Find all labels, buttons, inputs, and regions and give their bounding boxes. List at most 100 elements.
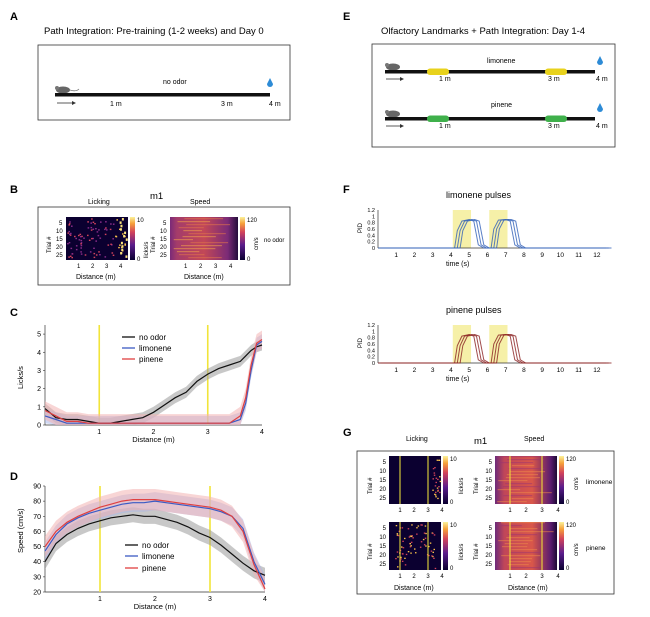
lick-mark xyxy=(115,235,117,237)
xtick: 4 xyxy=(556,574,560,580)
trial-tick: 25 xyxy=(56,253,63,259)
lick-mark xyxy=(410,541,413,543)
trial-tick: 10 xyxy=(485,535,492,541)
lick-mark xyxy=(420,541,423,543)
xtick: 4 xyxy=(440,508,444,514)
speed-streak xyxy=(504,543,528,545)
track-a xyxy=(55,93,270,97)
speed-streak xyxy=(501,555,541,557)
xtick-label: 4 xyxy=(260,429,264,436)
xtick: 3 xyxy=(540,574,544,580)
xtick-label: 2 xyxy=(153,596,157,603)
pulse-window xyxy=(452,325,472,363)
lick-mark xyxy=(435,491,437,493)
speed-streak xyxy=(503,495,533,497)
series-band xyxy=(45,489,265,592)
speed-streak xyxy=(498,462,534,464)
speed-streak xyxy=(509,552,545,554)
lick-mark xyxy=(104,233,107,236)
lick-mark xyxy=(68,223,71,225)
cbar-min: 0 xyxy=(450,566,454,572)
panel-label-c: C xyxy=(10,307,18,319)
lick-mark xyxy=(434,467,436,469)
xtick: 2 xyxy=(524,508,528,514)
lick-heatmap-g xyxy=(389,522,441,570)
lick-mark xyxy=(97,234,100,237)
ytick-label: 50 xyxy=(33,544,41,551)
panel-e-title: Olfactory Landmarks + Path Integration: … xyxy=(381,26,585,37)
xtick: 1 xyxy=(398,508,402,514)
lick-mark xyxy=(421,524,423,526)
ytick-label: 80 xyxy=(33,499,41,506)
track-limonene-label: limonene xyxy=(487,58,516,65)
water-drop-icon xyxy=(597,103,603,112)
lick-mark xyxy=(409,543,411,545)
lick-mark xyxy=(434,567,437,570)
trial-tick: 5 xyxy=(489,460,493,466)
lick-mark xyxy=(402,540,404,542)
lick-mark xyxy=(71,256,73,259)
y-axis-label: Licks/s xyxy=(16,366,25,389)
speed-streak xyxy=(506,474,539,476)
lick-mark xyxy=(124,243,126,245)
lick-mark xyxy=(122,233,124,235)
cbar-min: 0 xyxy=(566,566,570,572)
lick-mark xyxy=(121,218,124,221)
tick-e2-1m: 1 m xyxy=(439,123,451,130)
lick-mark xyxy=(439,480,442,483)
lick-mark xyxy=(395,558,397,560)
lick-mark xyxy=(410,545,412,547)
xtick: 4 xyxy=(229,264,233,270)
lick-mark xyxy=(91,218,93,220)
lick-mark xyxy=(424,525,427,527)
lick-mark xyxy=(68,224,70,226)
lick-mark xyxy=(402,547,405,549)
xtick: 7 xyxy=(504,252,508,259)
trial-tick: 25 xyxy=(379,496,386,502)
speed-streak xyxy=(500,522,546,524)
lick-mark xyxy=(401,527,404,529)
trial-tick: 15 xyxy=(379,544,386,550)
lick-mark xyxy=(95,240,97,242)
lick-mark xyxy=(69,255,72,257)
ytick: 1.2 xyxy=(367,208,375,214)
xtick: 6 xyxy=(486,367,490,374)
ytick: 1.2 xyxy=(367,323,375,329)
lick-mark xyxy=(434,485,437,487)
trial-tick: 25 xyxy=(485,496,492,502)
lick-mark xyxy=(419,546,422,548)
legend-entry: pinene xyxy=(139,355,164,364)
pid-trace xyxy=(383,333,612,364)
lick-mark xyxy=(433,472,436,474)
lick-mark xyxy=(431,555,433,557)
track-limonene: limonene 1 m 3 m 4 m xyxy=(385,56,608,83)
lick-mark xyxy=(112,238,114,240)
lick-mark xyxy=(95,228,97,230)
lick-mark xyxy=(438,486,440,488)
lick-mark xyxy=(70,247,73,250)
ytick-label: 4 xyxy=(37,350,41,357)
lick-mark xyxy=(89,251,92,253)
xtick: 4 xyxy=(449,367,453,374)
lick-mark xyxy=(430,550,433,552)
lick-mark xyxy=(92,228,95,230)
panel-label-f: F xyxy=(343,184,350,196)
lick-mark xyxy=(410,552,412,554)
xtick: 1 xyxy=(184,264,188,270)
cbar-label: licks/s xyxy=(459,478,465,494)
trial-tick: 25 xyxy=(379,562,386,568)
lick-mark xyxy=(396,551,399,553)
lick-mark xyxy=(433,557,435,559)
cbar-max: 120 xyxy=(566,457,577,463)
lick-mark xyxy=(109,228,112,231)
lick-mark xyxy=(75,248,78,251)
lick-mark xyxy=(68,242,71,244)
lick-mark xyxy=(401,553,404,555)
xtick: 2 xyxy=(413,367,417,374)
xtick: 3 xyxy=(540,508,544,514)
tick-e1-3m: 3 m xyxy=(548,76,560,83)
xtick: 1 xyxy=(508,508,512,514)
lick-mark xyxy=(107,244,110,246)
lick-mark xyxy=(407,551,410,553)
